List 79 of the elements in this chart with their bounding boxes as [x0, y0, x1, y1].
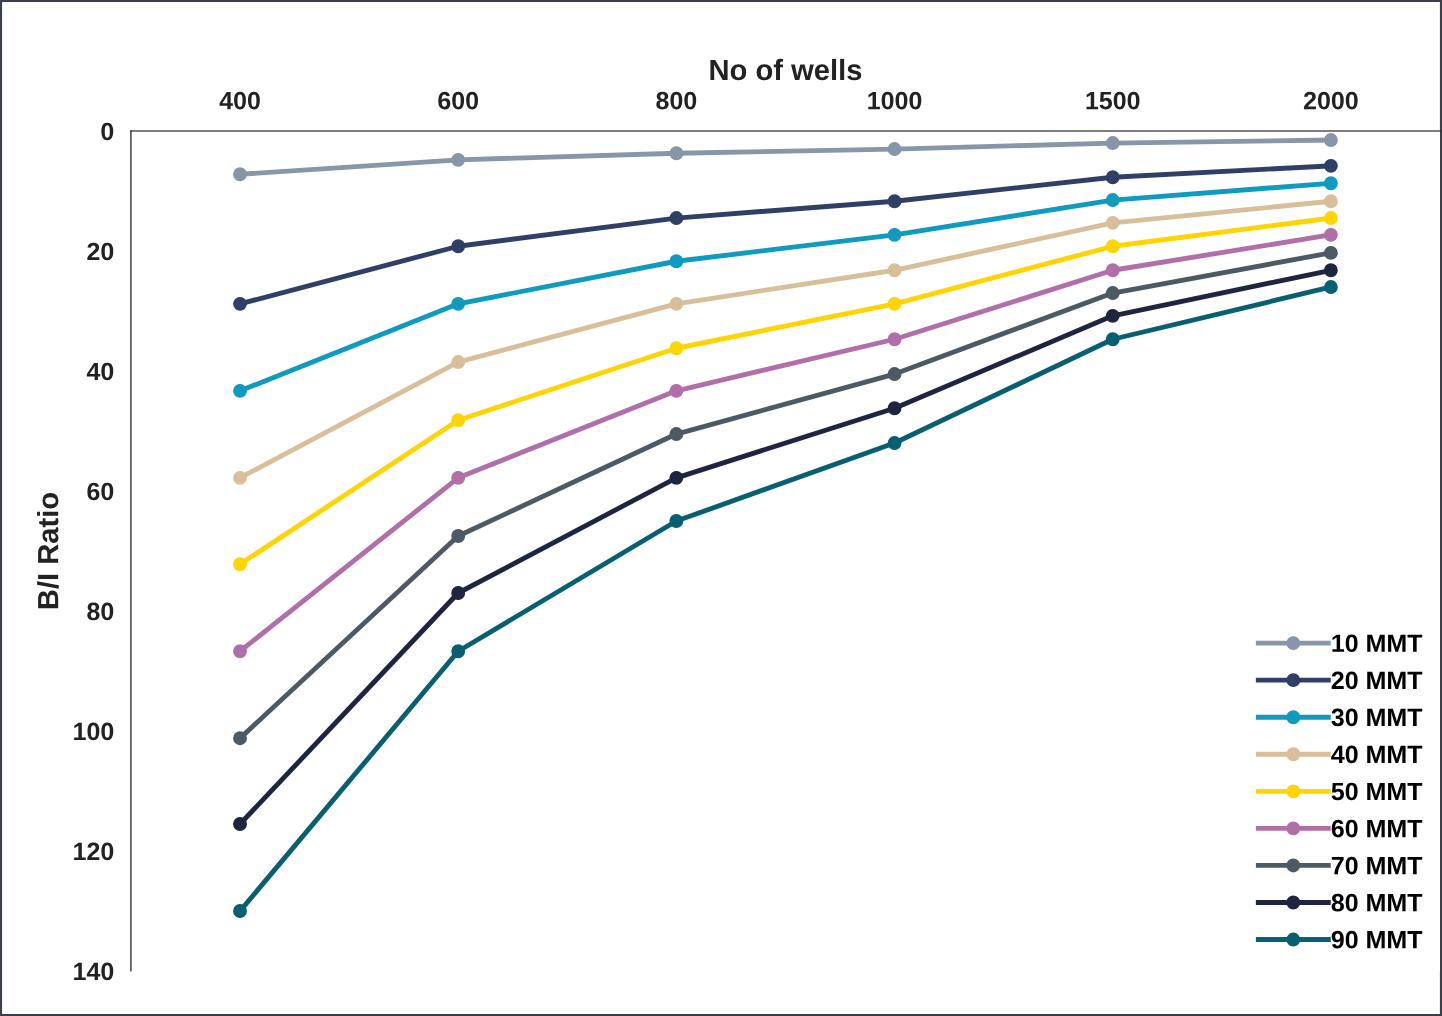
point [1323, 158, 1338, 173]
point [887, 332, 902, 347]
point [1105, 263, 1120, 278]
legend-label: 60 MMT [1331, 819, 1423, 838]
x-tick-label: 1500 [1086, 91, 1140, 110]
point [669, 383, 684, 398]
point [887, 227, 902, 242]
point [451, 586, 466, 600]
point [451, 644, 466, 659]
y-tick-label: 80 [87, 602, 114, 621]
point [669, 211, 684, 226]
y-tick-label: 20 [87, 242, 114, 261]
point [1105, 286, 1120, 300]
legend-label: 90 MMT [1331, 930, 1423, 949]
x-axis-title: No of wells [710, 58, 862, 81]
x-tick-label: 600 [438, 91, 479, 110]
point [1105, 193, 1120, 208]
point [669, 146, 684, 161]
point [233, 167, 247, 182]
point [669, 470, 684, 485]
point [887, 263, 902, 278]
point [1105, 332, 1120, 347]
x-tick-label: 800 [656, 91, 697, 110]
point [233, 731, 247, 746]
point [669, 296, 684, 311]
point [451, 529, 466, 543]
x-tick-label: 1000 [868, 91, 922, 110]
point [1323, 280, 1338, 294]
point [233, 383, 247, 398]
point [1323, 227, 1338, 242]
point [233, 644, 247, 659]
point [233, 470, 247, 485]
point [451, 470, 466, 485]
point [887, 367, 902, 381]
point [887, 296, 902, 311]
point [451, 239, 466, 254]
y-tick-label: 120 [74, 842, 114, 861]
legend-label: 50 MMT [1331, 782, 1423, 801]
point [887, 436, 902, 450]
point [1323, 194, 1338, 209]
point [1323, 245, 1338, 260]
point [1105, 170, 1120, 185]
point [233, 557, 247, 572]
point [1105, 308, 1120, 323]
point [451, 296, 466, 311]
point [233, 904, 247, 918]
x-tick-label: 400 [219, 91, 260, 110]
legend-label: 10 MMT [1332, 634, 1423, 653]
y-axis-title: B/I Ratio [37, 493, 59, 609]
point [233, 296, 247, 311]
point [887, 142, 902, 157]
point [887, 194, 902, 209]
x-tick-label: 2000 [1303, 91, 1358, 110]
point [1323, 211, 1338, 226]
point [669, 427, 684, 441]
point [1323, 133, 1338, 148]
y-tick-label: 0 [101, 122, 114, 141]
point [1105, 239, 1120, 254]
point [451, 152, 466, 167]
point [233, 817, 247, 831]
legend-label: 70 MMT [1331, 856, 1423, 875]
point [669, 341, 684, 356]
y-tick-label: 100 [74, 722, 114, 741]
point [451, 355, 466, 369]
point [1105, 136, 1120, 151]
legend-label: 20 MMT [1331, 671, 1423, 690]
point [1105, 215, 1120, 230]
y-tick-label: 140 [74, 962, 114, 981]
point [451, 413, 466, 428]
legend-label: 40 MMT [1331, 745, 1423, 764]
point [1323, 176, 1338, 191]
y-tick-label: 60 [87, 482, 114, 501]
point [1323, 263, 1338, 278]
point [669, 254, 684, 269]
legend-label: 30 MMT [1331, 708, 1423, 727]
point [887, 401, 902, 416]
y-tick-label: 40 [86, 362, 114, 381]
legend-label: 80 MMT [1331, 893, 1423, 912]
point [669, 514, 684, 528]
